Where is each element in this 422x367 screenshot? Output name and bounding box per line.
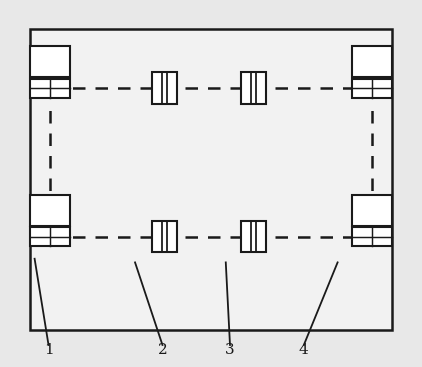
Text: 1: 1 — [43, 344, 54, 357]
Bar — [352, 227, 392, 246]
Bar — [352, 46, 392, 77]
Bar — [30, 227, 70, 246]
Text: 4: 4 — [299, 344, 309, 357]
Bar — [152, 221, 177, 252]
Bar — [241, 221, 266, 252]
Bar — [30, 79, 70, 98]
Bar — [152, 73, 177, 104]
Bar — [352, 195, 392, 226]
Bar — [30, 195, 70, 226]
Text: 2: 2 — [157, 344, 168, 357]
Text: 3: 3 — [225, 344, 235, 357]
Bar — [30, 29, 392, 330]
Bar — [30, 46, 70, 77]
Bar — [352, 79, 392, 98]
Bar — [241, 73, 266, 104]
